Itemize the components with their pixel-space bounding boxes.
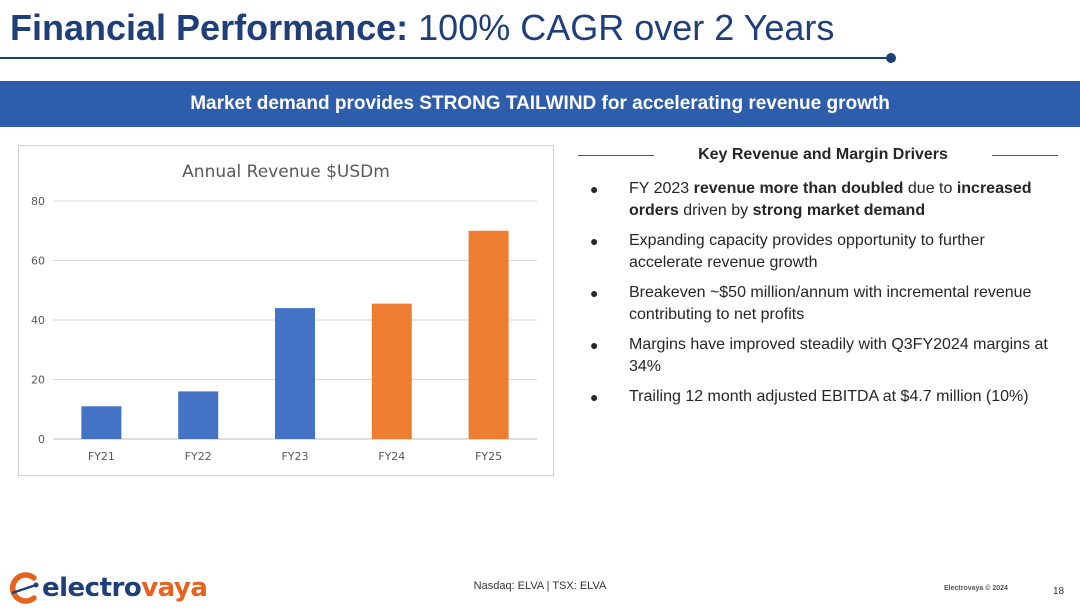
driver-text: due to (903, 180, 957, 197)
bullet-icon: ● (590, 285, 599, 301)
x-tick-label: FY24 (378, 450, 405, 463)
chart-title: Annual Revenue $USDm (182, 162, 390, 182)
drivers-title: Key Revenue and Margin Drivers (698, 146, 948, 163)
bar-fy25 (468, 230, 509, 439)
bar-fy23 (275, 308, 315, 439)
y-tick-label: 60 (31, 255, 45, 268)
driver-text: FY 2023 (629, 180, 694, 197)
bar-fy22 (178, 391, 219, 439)
logo-wordmark: electrovaya (42, 573, 208, 603)
bullet-icon: ● (590, 233, 599, 249)
driver-text: Trailing 12 month adjusted EBITDA at $4.… (629, 388, 1029, 405)
x-tick-label: FY23 (281, 450, 308, 463)
revenue-chart: Annual Revenue $USDm 0 20 40 60 80 FY21 FY22 F… (18, 145, 554, 476)
drivers-list: ● FY 2023 revenue more than doubled due t… (588, 178, 1058, 416)
logo-wordmark-electro: electro (42, 573, 142, 603)
page-title-bold: Financial Performance: (10, 7, 409, 48)
y-tick-label: 80 (31, 195, 45, 208)
driver-item: ● Trailing 12 month adjusted EBITDA at $4… (588, 386, 1058, 408)
title-underline (0, 57, 890, 59)
driver-text: Breakeven ~$50 million/annum with increm… (629, 284, 1032, 323)
x-tick-label: FY25 (475, 450, 502, 463)
driver-item: ● Expanding capacity provides opportunity… (588, 230, 1058, 274)
driver-item: ● Margins have improved steadily with Q3F… (588, 334, 1058, 378)
x-tick-label: FY21 (88, 450, 115, 463)
driver-text: Margins have improved steadily with Q3FY… (629, 336, 1048, 375)
x-tick-label: FY22 (185, 450, 212, 463)
drivers-header-line-left (578, 155, 654, 156)
logo-wordmark-vaya: vaya (141, 573, 208, 603)
drivers-header: Key Revenue and Margin Drivers (578, 144, 1058, 166)
banner-text: Market demand provides STRONG TAILWIND f… (190, 93, 890, 114)
bullet-icon: ● (590, 389, 599, 405)
page-number: 18 (1053, 586, 1065, 597)
bar-fy24 (371, 303, 412, 439)
y-tick-label: 20 (31, 374, 45, 387)
y-tick-label: 40 (31, 314, 45, 327)
driver-text: driven by (678, 202, 753, 219)
drivers-header-line-right (992, 155, 1058, 156)
exchange-listing: Nasdaq: ELVA | TSX: ELVA (473, 580, 607, 592)
revenue-chart-svg: Annual Revenue $USDm 0 20 40 60 80 FY21 FY22 F… (31, 162, 537, 463)
logo-mark-icon (9, 572, 39, 604)
driver-text: Expanding capacity provides opportunity … (629, 232, 985, 271)
driver-item: ● Breakeven ~$50 million/annum with incre… (588, 282, 1058, 326)
driver-text: strong market demand (752, 202, 926, 219)
company-logo: electrovaya (4, 570, 208, 606)
title-underline-dot (886, 53, 896, 63)
driver-text: increased orders (629, 180, 1032, 219)
page-title-subtitle: 100% CAGR over 2 Years (418, 7, 835, 48)
page-title: Financial Performance: 100% CAGR over 2 … (10, 6, 834, 50)
driver-item: ● FY 2023 revenue more than doubled due t… (588, 178, 1058, 222)
bar-fy21 (81, 406, 122, 439)
y-tick-label: 0 (38, 433, 45, 446)
bullet-icon: ● (590, 337, 599, 353)
driver-text: revenue more than doubled (693, 180, 904, 197)
bullet-icon: ● (590, 181, 599, 197)
headline-banner: Market demand provides STRONG TAILWIND f… (0, 81, 1080, 127)
copyright-text: Electrovaya © 2024 (944, 585, 1008, 592)
